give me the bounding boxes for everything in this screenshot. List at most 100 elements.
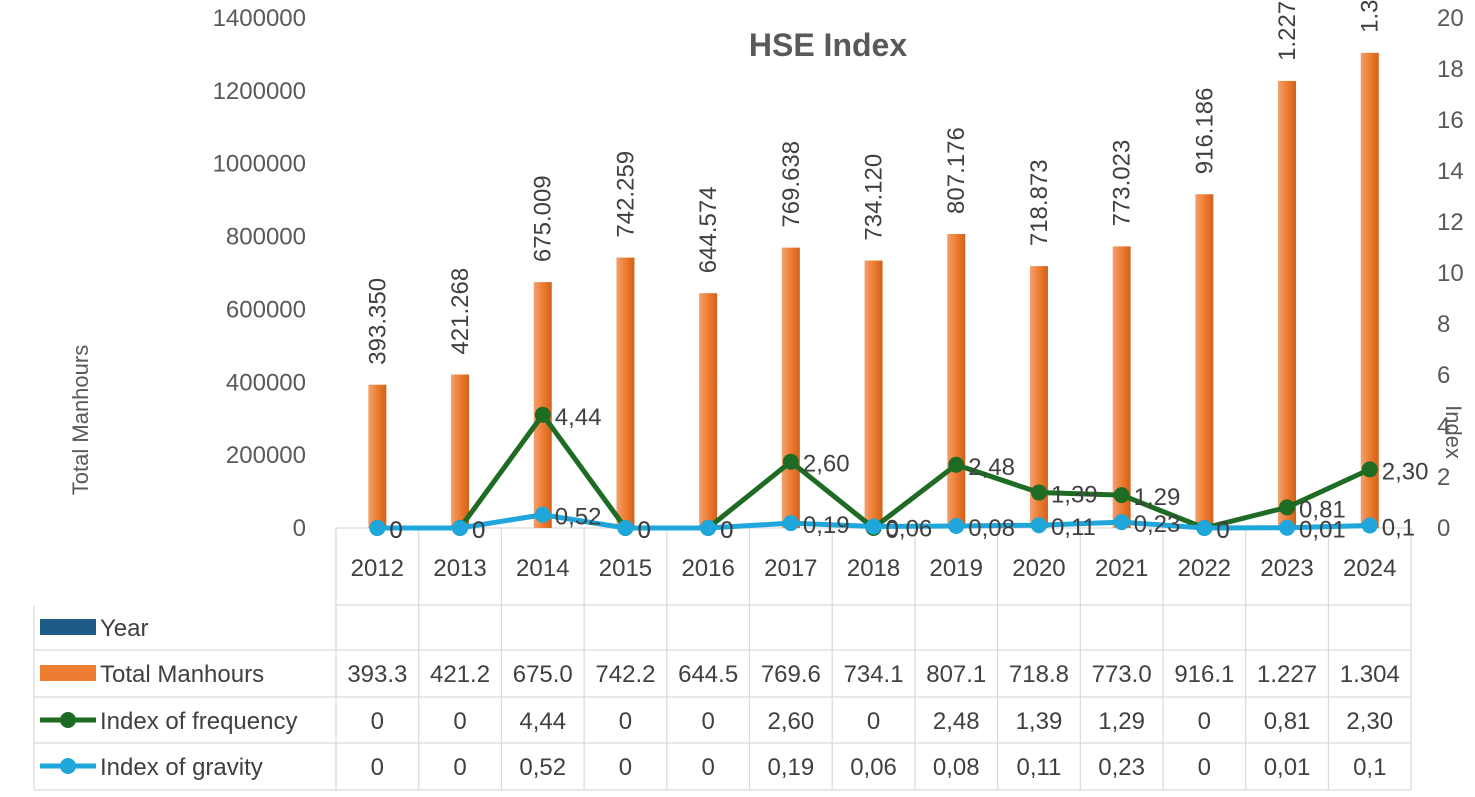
category-label: 2022 [1178,555,1231,582]
table-cell: 0 [453,708,466,735]
table-cell: 421.2 [430,661,490,688]
table-cell: 0,11 [1016,754,1061,781]
frequency-point [1030,484,1047,501]
manhours-bar-label: 742.259 [612,151,639,238]
table-cell: 0 [701,708,714,735]
gravity-point-label: 0 [637,517,650,544]
y2-tick-label: 0 [1437,515,1450,542]
y2-tick-label: 6 [1437,362,1450,389]
gravity-point-label: 0,23 [1134,511,1181,538]
table-cell: 0 [867,708,880,735]
table-cell: 916.1 [1174,661,1234,688]
manhours-bar [1112,246,1131,529]
manhours-bar [1195,194,1214,528]
table-cell: 2,48 [933,708,980,735]
table-row-header: Year [100,615,149,642]
gravity-point-label: 0,19 [803,512,850,539]
manhours-bar-label: 1.304.315 [1357,0,1384,33]
y-tick-label: 800000 [226,224,306,251]
gravity-point [1030,517,1047,534]
frequency-point-label: 0 [720,517,733,544]
manhours-bar [1278,80,1297,528]
table-cell: 718.8 [1009,661,1069,688]
gravity-point-label: 0 [1216,517,1229,544]
table-cell: 742.2 [595,661,655,688]
manhours-bar-label: 916.186 [1191,87,1218,174]
table-row-header: Index of gravity [100,754,263,781]
gravity-point-label: 0,11 [1051,514,1096,541]
manhours-bar-label: 734.120 [861,154,888,241]
manhours-bar [781,247,800,528]
manhours-bars [368,52,1379,529]
gravity-point [452,520,469,536]
table-cell: 0 [619,708,632,735]
frequency-point [1361,461,1378,478]
table-cell: 807.1 [926,661,986,688]
gravity-point [700,520,717,536]
frequency-point-label: 1,29 [1134,484,1181,511]
table-cell: 2,30 [1346,708,1393,735]
gravity-point-label: 0,06 [886,515,933,542]
gravity-point [617,520,634,536]
y2-tick-label: 10 [1437,260,1464,287]
frequency-point-label: 4,44 [555,404,602,431]
gravity-point-label: 0,08 [968,515,1015,542]
gravity-point [369,520,386,536]
gravity-point [534,506,551,523]
gravity-point [1196,520,1213,536]
y-tick-label: 1000000 [213,151,306,178]
y2-tick-label: 20 [1437,5,1464,32]
table-cell: 1.227 [1257,661,1317,688]
table-row-header: Total Manhours [100,661,264,688]
category-label: 2023 [1260,555,1313,582]
y-tick-label: 600000 [226,296,306,323]
frequency-point-label: 0 [1216,517,1229,544]
table-cell: 769.6 [761,661,821,688]
table-cell: 0,81 [1264,708,1311,735]
legend-key [40,619,96,635]
legend-key [60,758,76,774]
category-label: 2014 [516,555,569,582]
frequency-point [1279,499,1296,516]
y2-tick-label: 2 [1437,464,1450,491]
manhours-bar-label: 773.023 [1109,140,1136,227]
manhours-bar [451,374,470,528]
manhours-bar-label: 675.009 [530,175,557,262]
frequency-point-label: 2,30 [1382,458,1429,485]
y2-tick-label: 12 [1437,209,1464,236]
gravity-point-label: 0,1 [1382,514,1415,541]
table-cell: 675.0 [513,661,573,688]
category-label: 2019 [930,555,983,582]
category-label: 2012 [351,555,404,582]
manhours-bar-label: 769.638 [778,141,805,228]
table-cell: 0 [1198,754,1211,781]
y2-tick-label: 4 [1437,413,1450,440]
chart-title: HSE Index [749,27,907,63]
manhours-bar [1360,52,1379,528]
table-cell: 0 [619,754,632,781]
category-label: 2024 [1343,555,1396,582]
table-cell: 734.1 [844,661,904,688]
table-row-header: Index of frequency [100,708,297,735]
table-cell: 0 [371,754,384,781]
gravity-point [865,518,882,535]
frequency-point [782,453,799,470]
category-label: 2017 [764,555,817,582]
manhours-bar-label: 421.268 [447,268,474,355]
table-cell: 0 [453,754,466,781]
manhours-bar-label: 1.227.300 [1274,0,1301,61]
frequency-point-label: 0 [472,517,485,544]
manhours-bar-labels: 393.350 421.268 675.009 742.259 644.574 769.6… [364,0,1383,365]
table-cell: 0,01 [1264,754,1311,781]
category-label: 2013 [433,555,486,582]
gravity-point [1279,519,1296,536]
manhours-bar [947,233,966,528]
table-cell: 393.3 [347,661,407,688]
y2-tick-label: 16 [1437,107,1464,134]
gravity-point [1113,514,1130,531]
table-cell: 0,52 [519,754,566,781]
table-cell: 2,60 [767,708,814,735]
table-cell: 0,23 [1098,754,1145,781]
